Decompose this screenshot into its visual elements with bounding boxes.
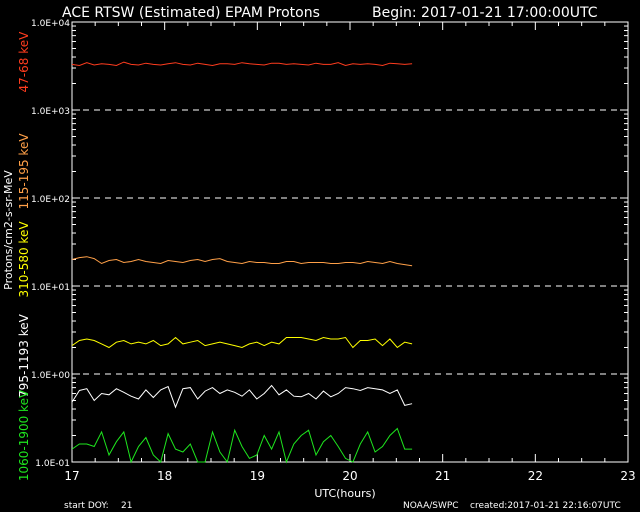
begin-label: Begin: 2017-01-21 17:00:00UTC: [372, 5, 598, 21]
x-axis-label: UTC(hours): [314, 487, 375, 500]
y-tick-label: 1.0E-01: [35, 459, 70, 469]
series-label-2: 310-580 keV: [17, 221, 31, 298]
series-label-4: 1060-1900 keV: [17, 389, 31, 481]
y-axis-labels: Protons/cm2-s-sr-MeV 47-68 keV 115-195 ke…: [2, 31, 31, 481]
x-tick-labels: 17 18 19 20 21 22 23: [64, 469, 635, 483]
y-tick-label: 1.0E+04: [31, 19, 70, 29]
x-tick-label: 21: [435, 469, 450, 483]
x-tick-label: 22: [528, 469, 543, 483]
footer: start DOY: 21 NOAA/SWPC created:2017-01-…: [64, 501, 621, 511]
source-label: NOAA/SWPC: [403, 501, 459, 511]
series-line-4: [71, 427, 413, 464]
series-line-2: [71, 336, 413, 349]
x-tick-label: 17: [64, 469, 79, 483]
x-tick-label: 20: [342, 469, 357, 483]
series-label-3: 795-1193 keV: [17, 313, 31, 397]
x-tick-label: 23: [620, 469, 635, 483]
start-doy-label: start DOY:: [64, 501, 109, 511]
series-line-0: [71, 61, 413, 67]
x-tick-label: 18: [157, 469, 172, 483]
y-axis-label: Protons/cm2-s-sr-MeV: [2, 170, 15, 290]
series-label-1: 115-195 keV: [17, 133, 31, 210]
created-label: created:2017-01-21 22:16:07UTC: [470, 501, 621, 511]
y-tick-labels: 1.0E+04 1.0E+03 1.0E+02 1.0E+01 1.0E+00 1.0E-…: [31, 19, 70, 469]
start-doy-value: 21: [121, 501, 132, 511]
chart-title-group: ACE RTSW (Estimated) EPAM Protons Begin:…: [62, 5, 598, 21]
series-line-3: [71, 384, 413, 409]
y-tick-label: 1.0E+03: [31, 107, 70, 117]
y-tick-label: 1.0E+01: [31, 283, 70, 293]
series-lines: [71, 61, 413, 464]
y-tick-label: 1.0E+00: [31, 371, 70, 381]
x-tick-label: 19: [250, 469, 265, 483]
plot-axes: [71, 21, 629, 463]
chart-title: ACE RTSW (Estimated) EPAM Protons: [62, 5, 320, 21]
y-tick-label: 1.0E+02: [31, 195, 70, 205]
grid-lines: [72, 109, 628, 375]
series-line-1: [71, 256, 413, 267]
series-label-0: 47-68 keV: [17, 31, 31, 93]
